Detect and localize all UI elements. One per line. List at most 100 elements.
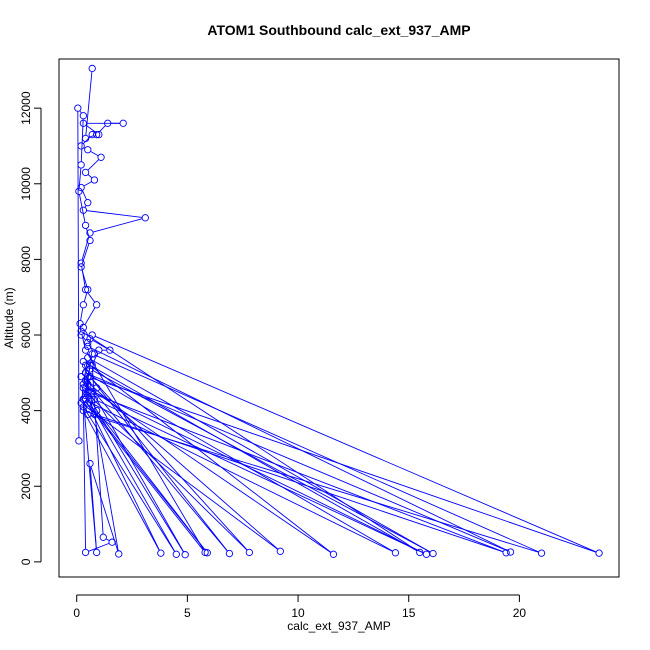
data-point [141, 214, 149, 222]
data-point [416, 548, 424, 557]
series-segment [79, 110, 82, 114]
y-tick-label: 6000 [19, 321, 33, 348]
data-point [77, 259, 85, 267]
data-point [84, 354, 92, 362]
data-point [79, 323, 88, 332]
data-point [97, 153, 105, 161]
data-point [77, 183, 85, 192]
data-point [84, 372, 92, 381]
data-point [75, 187, 83, 195]
data-point [81, 395, 90, 403]
series-segment [85, 71, 93, 136]
data-point [92, 406, 101, 415]
y-tick-label: 8000 [19, 246, 33, 273]
data-point [81, 548, 90, 557]
data-point [79, 384, 88, 392]
data-point [79, 403, 88, 411]
data-point [86, 335, 94, 343]
series-segment [93, 394, 184, 553]
data-point [84, 199, 92, 207]
series-segment [89, 386, 228, 552]
data-point [81, 168, 90, 177]
series-segment [80, 307, 84, 321]
data-point [88, 64, 96, 73]
series-segment [85, 385, 332, 553]
data-point [79, 206, 88, 214]
data-point [86, 459, 94, 468]
series-segment [84, 401, 204, 551]
series-segment [83, 402, 97, 550]
series-segment [87, 291, 96, 303]
series-segment [93, 352, 98, 363]
data-point [506, 548, 515, 556]
series-segment [85, 362, 418, 552]
series-segment [88, 388, 424, 554]
series-segment [97, 400, 424, 554]
series-segment [92, 370, 431, 553]
data-point [119, 119, 127, 127]
data-point [86, 361, 94, 369]
data-point [181, 551, 189, 559]
series-segment [85, 124, 97, 134]
series-segment [92, 366, 332, 553]
data-point [77, 263, 85, 271]
data-point [86, 372, 94, 381]
series-segment [81, 334, 86, 348]
series-segment [86, 411, 504, 553]
data-point [75, 437, 83, 445]
data-points [74, 64, 603, 559]
series-segment [87, 159, 100, 171]
series-segment [90, 358, 431, 553]
data-point [77, 142, 85, 150]
axes: 0 5 10 15 20 0 2000 4000 6000 8000 10000 12000 [19, 91, 526, 620]
series-segment [94, 335, 597, 553]
series-segment [87, 382, 279, 550]
series-segment [90, 392, 504, 553]
x-tick-label: 20 [513, 606, 527, 620]
data-point [108, 538, 116, 546]
series-segment [91, 401, 184, 553]
data-point [81, 376, 90, 385]
x-tick-label: 5 [184, 606, 191, 620]
data-point [84, 342, 92, 351]
data-point [84, 338, 92, 347]
series-segment [82, 190, 87, 200]
data-point [77, 331, 85, 339]
data-point [99, 533, 107, 541]
series-segment [94, 417, 119, 551]
series-segment [90, 150, 99, 157]
series-segment [92, 339, 108, 349]
data-point [92, 130, 101, 139]
data-point [92, 301, 101, 309]
data-point [391, 549, 400, 557]
data-point [79, 112, 88, 120]
series-segment [86, 400, 393, 552]
chart-title: ATOM1 Southbound calc_ext_937_AMP [207, 22, 470, 38]
data-point [157, 549, 165, 557]
data-point [81, 384, 90, 392]
data-point [106, 346, 114, 354]
series-segment [83, 332, 418, 552]
series-segment [86, 210, 143, 218]
plot-frame [58, 58, 620, 578]
data-point [225, 549, 234, 558]
data-point [88, 350, 96, 358]
data-point [86, 236, 94, 245]
data-point [77, 161, 85, 169]
series-segment [86, 398, 176, 552]
data-point [115, 550, 123, 558]
series-segment [79, 194, 86, 223]
series-segment [84, 307, 96, 325]
series-segment [84, 409, 175, 552]
data-point [276, 547, 284, 555]
data-point [537, 549, 546, 557]
series-segment [92, 218, 143, 233]
data-point [79, 395, 88, 403]
series-segment [85, 375, 88, 382]
data-point [172, 550, 180, 558]
series-segment [82, 402, 86, 550]
y-tick-label: 4000 [19, 397, 33, 424]
series-segment [88, 542, 110, 552]
